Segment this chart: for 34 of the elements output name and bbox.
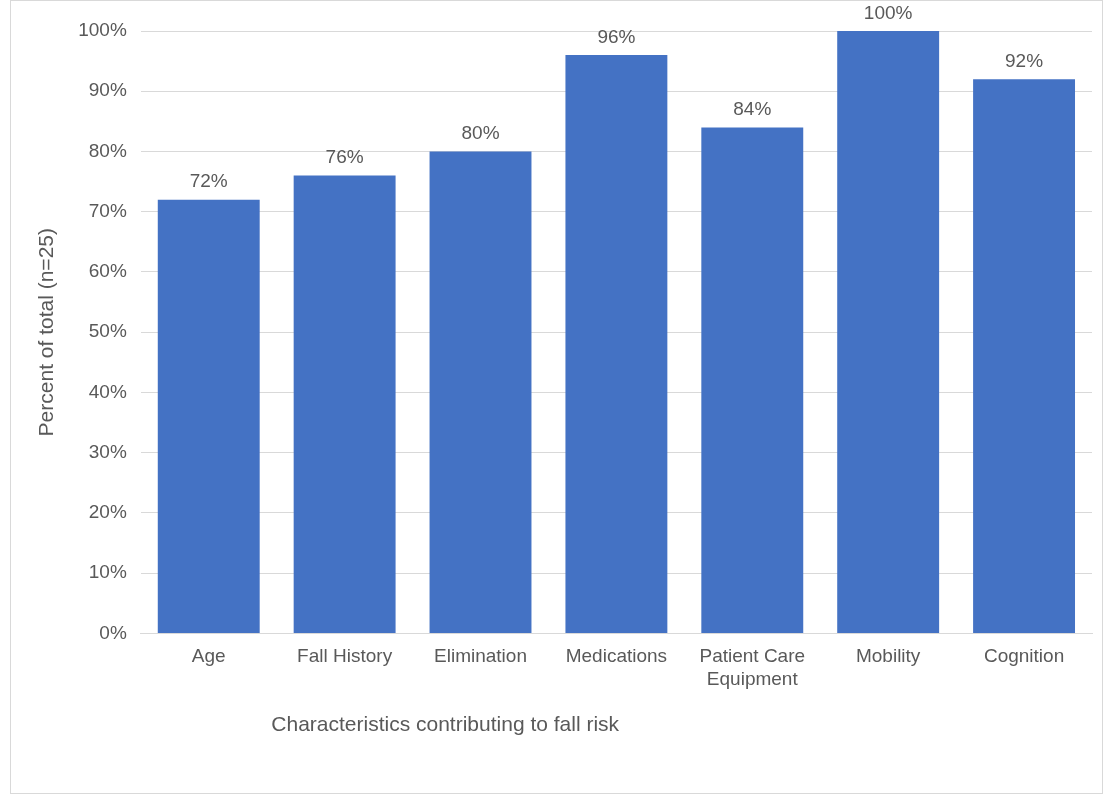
- y-tick-label: 50%: [88, 320, 127, 342]
- y-tick-label: 60%: [88, 260, 127, 282]
- data-label: 92%: [1005, 49, 1044, 71]
- y-tick-label: 20%: [88, 501, 127, 523]
- y-tick-label: 80%: [88, 139, 127, 161]
- y-tick-label: 70%: [88, 199, 127, 221]
- bar: [157, 199, 260, 633]
- bar: [429, 151, 532, 633]
- x-tick-label: Mobility: [855, 645, 921, 667]
- data-label: 72%: [189, 170, 228, 192]
- bar: [293, 175, 396, 633]
- bar: [973, 79, 1076, 633]
- y-tick-label: 100%: [78, 19, 127, 41]
- y-tick-label: 0%: [99, 621, 127, 643]
- data-label: 96%: [597, 25, 636, 47]
- y-tick-label: 30%: [88, 440, 127, 462]
- x-tick-label: Medications: [565, 645, 668, 667]
- x-tick-label: Patient Care Equipment: [699, 645, 806, 689]
- x-tick-label: Fall History: [297, 645, 393, 667]
- bar: [565, 55, 668, 633]
- y-tick-label: 10%: [88, 561, 127, 583]
- y-axis-title: Percent of total (n=25): [34, 228, 58, 437]
- y-tick-label: 40%: [88, 380, 127, 402]
- data-label: 100%: [863, 1, 913, 23]
- bar: [837, 31, 940, 633]
- y-tick-label: 90%: [88, 79, 127, 101]
- x-tick-label: Cognition: [983, 645, 1065, 667]
- x-tick-label: Age: [191, 645, 226, 667]
- data-label: 76%: [325, 146, 364, 168]
- bar: [701, 127, 804, 633]
- x-tick-label: Elimination: [434, 645, 527, 667]
- data-label: 84%: [733, 98, 772, 120]
- x-axis-title: Characteristics contributing to fall risk: [271, 712, 620, 736]
- data-label: 80%: [461, 122, 500, 144]
